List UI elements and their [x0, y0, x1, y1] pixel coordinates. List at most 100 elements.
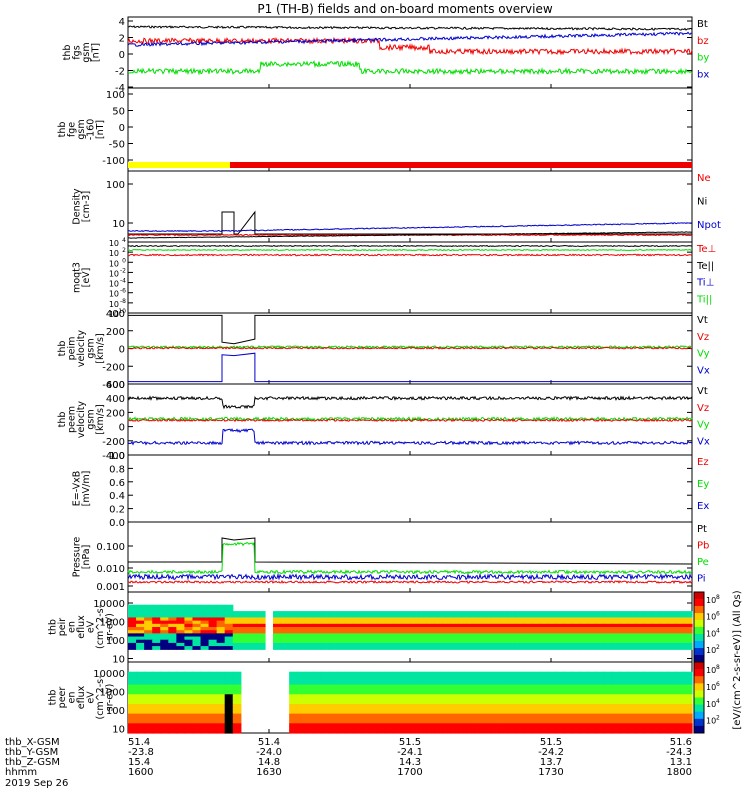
spectrogram-cell — [458, 726, 467, 731]
y-tick-label: 0.0 — [109, 518, 125, 529]
spectrogram-cell — [401, 726, 411, 731]
spectrogram-cell — [571, 726, 580, 731]
spectrogram-cell — [450, 729, 459, 734]
spectrogram-cell — [522, 674, 532, 679]
spectrogram-cell — [643, 710, 653, 715]
spectrogram-cell — [369, 639, 379, 644]
spectrogram-cell — [635, 617, 645, 622]
spectrogram-cell — [410, 691, 419, 695]
spectrogram-cell — [490, 671, 500, 676]
spectrogram-cell — [466, 639, 476, 644]
spectrogram-cell — [401, 729, 411, 734]
spectrogram-cell — [474, 723, 484, 728]
spectrogram-cell — [426, 729, 435, 734]
spectrogram-cell — [232, 636, 242, 641]
density-traces — [127, 210, 693, 239]
spectrogram-cell — [474, 687, 484, 692]
spectrogram-cell — [329, 633, 339, 638]
x-tick-value-x: 51.6 — [670, 737, 692, 748]
spectrogram-cell — [426, 694, 435, 699]
spectrogram-cell — [418, 620, 427, 625]
spectrogram-cell — [297, 611, 306, 615]
spectrogram-cell — [168, 607, 177, 612]
spectrogram-cell — [643, 611, 653, 615]
legend-label-Vt: Vt — [697, 386, 708, 397]
spectrogram-cell — [377, 691, 387, 695]
spectrogram-cell — [563, 678, 572, 682]
spectrogram-cell — [595, 687, 604, 692]
y-tick-label: 10 — [109, 239, 119, 248]
spectrogram-cell — [466, 710, 476, 715]
spectrogram-cell — [458, 636, 467, 641]
spectrogram-cell — [208, 617, 218, 622]
spectrogram-cell — [611, 671, 621, 676]
spectrogram-cell — [595, 617, 604, 622]
spectrogram-cell — [216, 639, 226, 644]
vt-line — [128, 314, 692, 345]
spectrogram-cell — [329, 726, 339, 731]
colorbar-tick-label: 10 — [706, 646, 716, 655]
colorbar-tick-exponent: 2 — [716, 715, 720, 722]
spectrogram-cell — [216, 691, 226, 695]
spectrogram-cell — [321, 687, 331, 692]
spectrogram-cell — [506, 710, 516, 715]
spectrogram-cell — [208, 636, 218, 641]
spectrogram-cell — [208, 620, 218, 625]
spectrogram-cell — [563, 707, 572, 712]
spectrogram-cell — [418, 684, 427, 689]
spectrogram-cell — [514, 674, 524, 679]
spectrogram-cell — [297, 617, 306, 622]
spectrogram-cell — [458, 694, 467, 699]
spectrogram-cell — [128, 707, 137, 712]
spectrogram-cell — [297, 697, 306, 702]
y-axis-label: [eV] — [81, 268, 92, 288]
spectrogram-cell — [522, 639, 532, 644]
spectrogram-cell — [635, 700, 645, 705]
spectrogram-cell — [434, 691, 443, 695]
legend-label-bz: bz — [697, 36, 709, 47]
spectrogram-cell — [579, 633, 588, 638]
spectrogram-cell — [482, 681, 492, 686]
spectrogram-cell — [530, 720, 540, 724]
spectrogram-cell — [168, 674, 177, 679]
spectrogram-cell — [128, 627, 137, 631]
spectrogram-cell — [192, 713, 202, 718]
spectrogram-cell — [458, 720, 467, 724]
spectrogram-cell — [152, 723, 161, 728]
spectrogram-cell — [651, 678, 661, 682]
spectrogram-cell — [273, 620, 282, 625]
spectrogram-cell — [571, 681, 580, 686]
spectrogram-cell — [232, 729, 242, 734]
colorbar-segment — [694, 620, 704, 628]
spectrogram-cell — [482, 678, 492, 682]
spectrogram-cell — [208, 623, 218, 628]
spectrogram-cell — [369, 646, 379, 650]
spectrogram-cell — [458, 646, 467, 650]
spectrogram-cell — [659, 646, 669, 650]
spectrogram-cell — [353, 633, 363, 638]
spectrogram-cell — [643, 694, 653, 699]
spectrogram-cell — [667, 627, 677, 631]
spectrogram-cell — [361, 681, 371, 686]
spectrogram-cell — [144, 681, 153, 686]
spectrogram-cell — [530, 630, 540, 634]
spectrogram-cell — [442, 611, 451, 615]
spectrogram-cell — [256, 639, 266, 644]
spectrogram-cell — [224, 671, 234, 676]
spectrogram-cell — [466, 723, 476, 728]
vi-traces — [127, 314, 693, 383]
spectrogram-cell — [482, 627, 492, 631]
spectrogram-cell — [611, 611, 621, 615]
spectrogram-cell — [442, 707, 451, 712]
spectrogram-cell — [555, 627, 564, 631]
spectrogram-cell — [675, 630, 685, 634]
spectrogram-cell — [377, 687, 387, 692]
spectrogram-cell — [683, 617, 693, 622]
spectrogram-cell — [498, 614, 508, 619]
spectrogram-cell — [369, 642, 379, 647]
spectrogram-cell — [200, 607, 210, 612]
spectrogram-cell — [595, 713, 604, 718]
panel-vi: thbpeimvelocitygsm[km/s]4002000-200-400V… — [57, 309, 710, 391]
spectrogram-cell — [297, 700, 306, 705]
spectrogram-cell — [635, 691, 645, 695]
